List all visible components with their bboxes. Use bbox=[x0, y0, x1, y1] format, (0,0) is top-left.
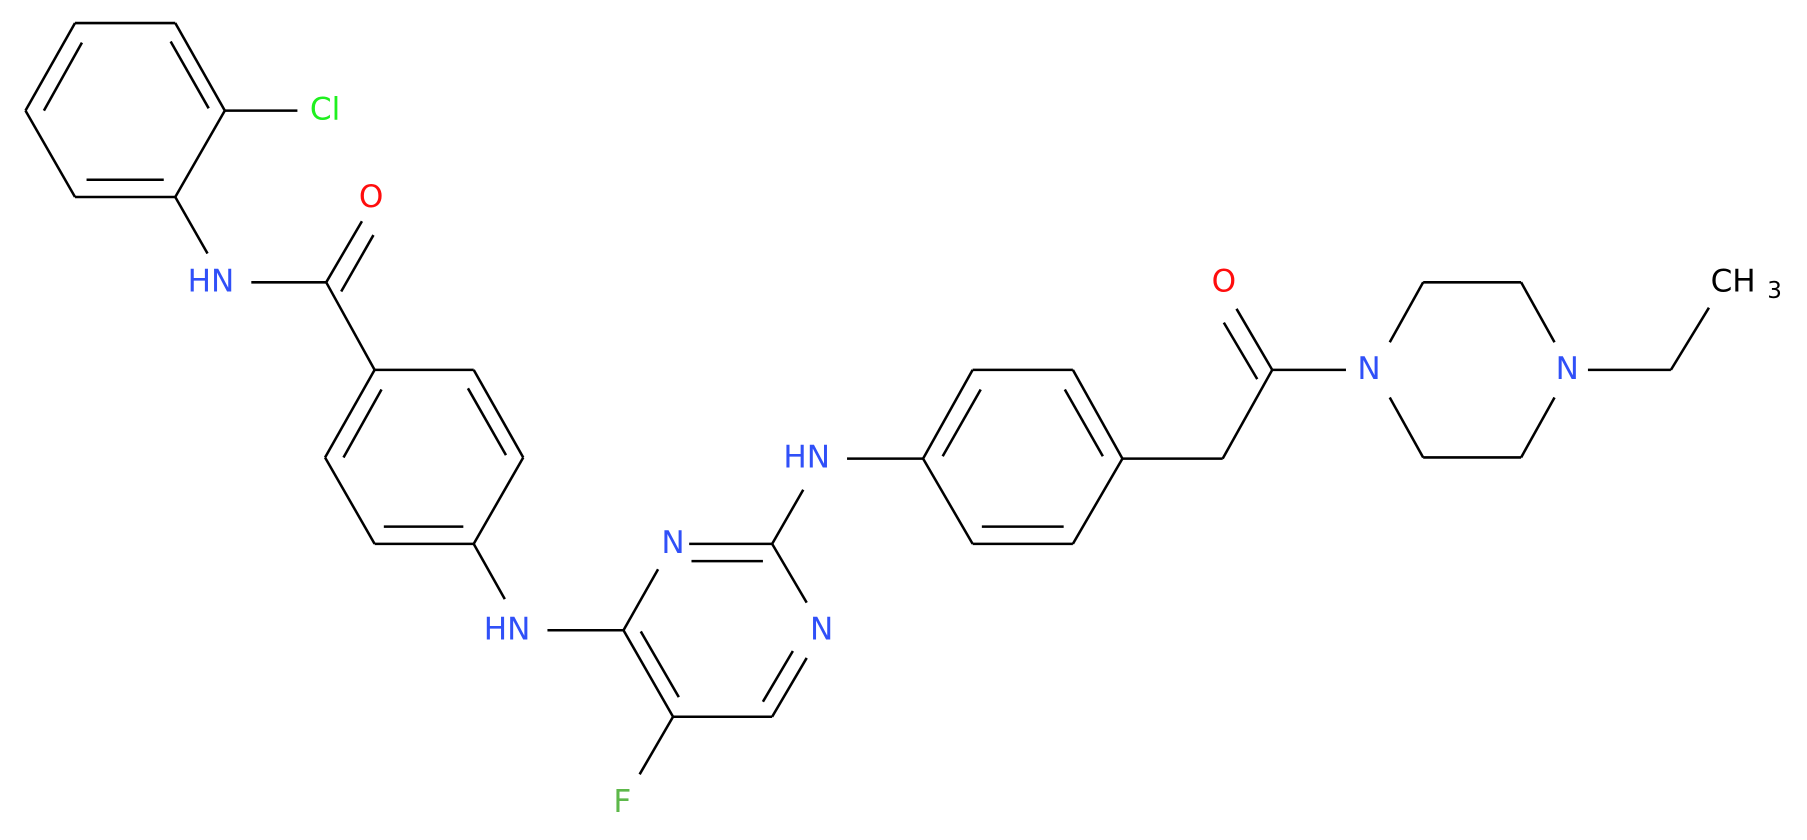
atom-label: O bbox=[1212, 263, 1237, 299]
atom-label: HN bbox=[783, 440, 830, 476]
atom-label: N bbox=[1357, 351, 1380, 387]
atom-label: HN bbox=[484, 611, 531, 647]
atom-labels: Cl O HN O N N HN HN N N F CH 3 bbox=[188, 92, 1782, 821]
atom-label: F bbox=[613, 784, 631, 820]
atom-label: CH bbox=[1711, 263, 1756, 299]
atom-label: N bbox=[1556, 351, 1579, 387]
bonds bbox=[24, 21, 1711, 775]
atom-label: HN bbox=[188, 263, 235, 299]
atom-label: N bbox=[661, 525, 684, 561]
atom-label: O bbox=[359, 179, 384, 215]
atom-subscript: 3 bbox=[1767, 278, 1782, 304]
atom-label: Cl bbox=[310, 92, 340, 128]
atom-label: N bbox=[810, 611, 833, 647]
